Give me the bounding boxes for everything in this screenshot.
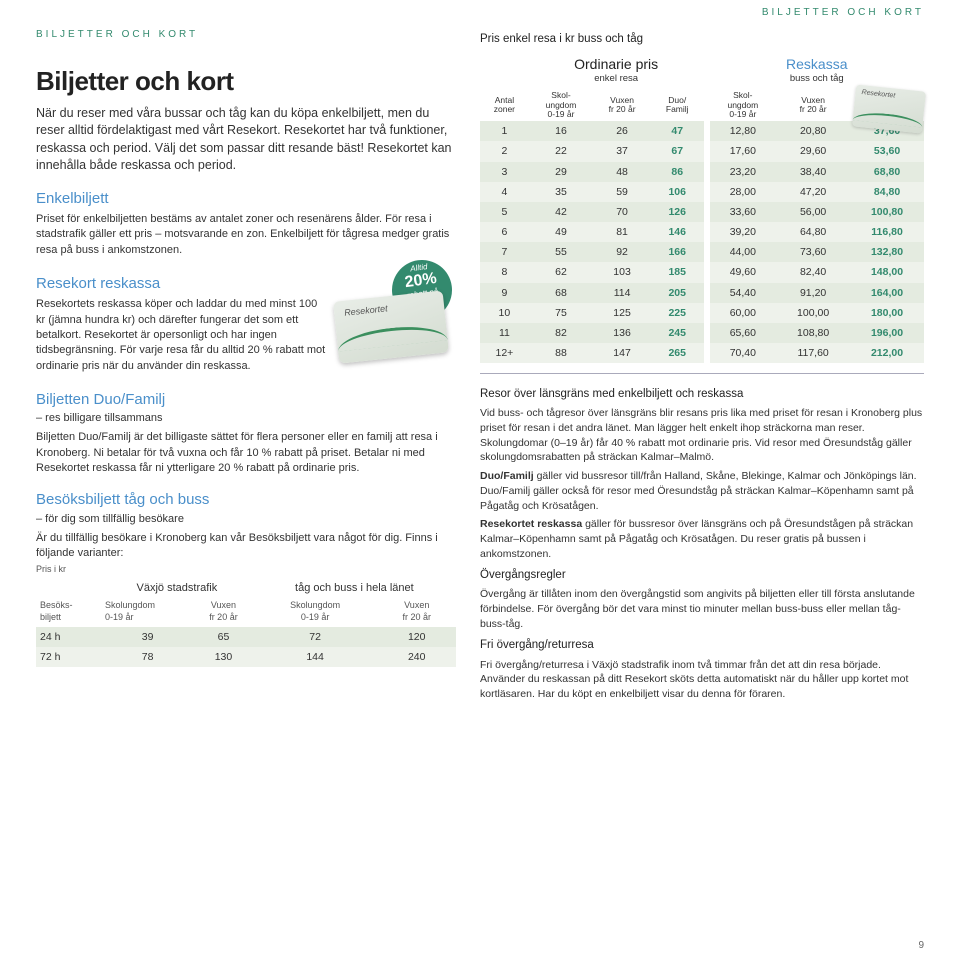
table-row: 5 4270126 33,6056,00100,80 <box>480 202 924 222</box>
besok-text: Är du tillfällig besökare i Kronoberg ka… <box>36 531 456 562</box>
lansgrans-p2: Duo/Familj gäller vid bussresor till/frå… <box>480 469 924 513</box>
price-table-title: Pris enkel resa i kr buss och tåg <box>480 32 924 48</box>
intro-text: När du reser med våra bussar och tåg kan… <box>36 105 456 175</box>
page-number: 9 <box>918 939 924 953</box>
heading-overgang: Övergångsregler <box>480 567 924 583</box>
page-title: Biljetter och kort <box>36 64 456 99</box>
heading-besok: Besöksbiljett tåg och buss <box>36 490 456 510</box>
heading-enkelbiljett: Enkelbiljett <box>36 189 456 209</box>
section-header-left: BILJETTER OCH KORT <box>36 28 456 42</box>
table-row: 9 68114205 54,4091,20164,00 <box>480 283 924 303</box>
table-row: 10 75125225 60,00100,00180,00 <box>480 303 924 323</box>
table-row: 7 5592166 44,0073,60132,80 <box>480 242 924 262</box>
resekort-card-icon: Resekortet <box>333 290 449 363</box>
table-row: 4 3559106 28,0047,2084,80 <box>480 182 924 202</box>
resekort-graphic: Alltid 20% rabatt på ordinarie pris. Res… <box>336 264 456 364</box>
enkelbiljett-text: Priset för enkelbiljetten bestäms av ant… <box>36 212 456 258</box>
lansgrans-p1: Vid buss- och tågresor över länsgräns bl… <box>480 406 924 465</box>
visitor-note: Pris i kr <box>36 563 456 575</box>
resekort-card-small-icon: Resekortet <box>852 84 926 133</box>
fri-text: Fri övergång/returresa i Växjö stadstraf… <box>480 658 924 702</box>
heading-fri: Fri övergång/returresa <box>480 637 924 653</box>
heading-duo: Biljetten Duo/Familj <box>36 390 456 410</box>
duo-text: Biljetten Duo/Familj är det billigaste s… <box>36 430 456 476</box>
table-row: 24 h396572120 <box>36 627 456 647</box>
table-row: 72 h78130144240 <box>36 647 456 667</box>
overgang-text: Övergång är tillåten inom den övergångst… <box>480 587 924 631</box>
table-row: 2 223767 17,6029,6053,60 <box>480 141 924 161</box>
table-row: 3 294886 23,2038,4068,80 <box>480 162 924 182</box>
table-row: 12+ 88147265 70,40117,60212,00 <box>480 343 924 363</box>
table-row: 11 82136245 65,60108,80196,00 <box>480 323 924 343</box>
visitor-price-table: Besöks- biljett Växjö stadstrafik tåg oc… <box>36 578 456 667</box>
table-row: 6 4981146 39,2064,80116,80 <box>480 222 924 242</box>
table-row: 8 62103185 49,6082,40148,00 <box>480 262 924 282</box>
section-header-right: BILJETTER OCH KORT <box>762 6 924 20</box>
subheading-duo: – res billigare tillsammans <box>36 411 456 426</box>
heading-lansgrans: Resor över länsgräns med enkelbiljett oc… <box>480 386 924 402</box>
subheading-besok: – för dig som tillfällig besökare <box>36 512 456 527</box>
lansgrans-p3: Resekortet reskassa gäller för bussresor… <box>480 517 924 561</box>
